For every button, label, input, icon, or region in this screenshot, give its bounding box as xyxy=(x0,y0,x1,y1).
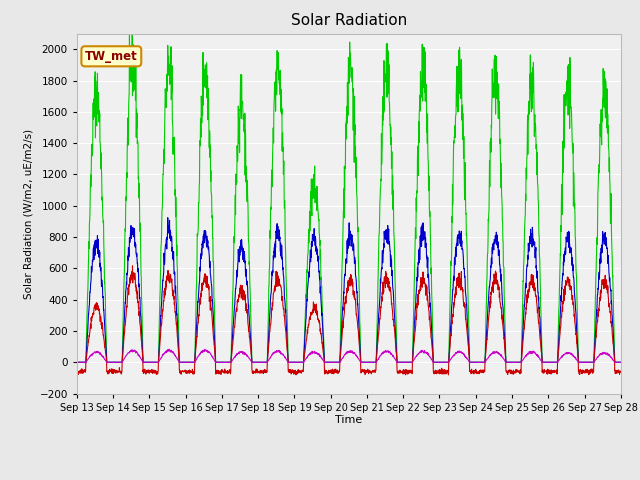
PAR_OUT xyxy=(569,352,577,358)
RNet xyxy=(445,372,452,378)
PAR_OUT xyxy=(164,347,172,352)
PAR_OUT xyxy=(365,360,372,365)
Text: TW_met: TW_met xyxy=(85,50,138,63)
PAR_OUT xyxy=(225,360,232,365)
Y-axis label: Solar Radiation (W/m2, uE/m2/s): Solar Radiation (W/m2, uE/m2/s) xyxy=(24,129,34,299)
RNet xyxy=(225,370,232,375)
RNet xyxy=(508,368,515,373)
Pyranom xyxy=(569,262,577,267)
PAR_IN xyxy=(225,360,232,365)
Title: Solar Radiation: Solar Radiation xyxy=(291,13,407,28)
Line: PAR_OUT: PAR_OUT xyxy=(77,349,621,362)
Pyranom xyxy=(617,360,625,365)
RNet xyxy=(376,311,384,317)
PAR_IN xyxy=(129,29,136,35)
Pyranom xyxy=(164,215,172,220)
Legend: RNet, Pyranom, PAR_IN, PAR_OUT: RNet, Pyranom, PAR_IN, PAR_OUT xyxy=(152,479,545,480)
RNet xyxy=(584,369,592,375)
PAR_OUT xyxy=(617,360,625,365)
RNet xyxy=(73,367,81,372)
Pyranom xyxy=(584,360,592,365)
PAR_OUT xyxy=(73,360,81,365)
PAR_OUT xyxy=(507,360,515,365)
PAR_IN xyxy=(365,360,372,365)
RNet xyxy=(129,263,136,269)
Line: PAR_IN: PAR_IN xyxy=(77,32,621,362)
Pyranom xyxy=(73,360,81,365)
Pyranom xyxy=(376,276,384,282)
X-axis label: Time: Time xyxy=(335,415,362,425)
PAR_IN xyxy=(507,360,515,365)
RNet xyxy=(365,371,372,376)
Line: RNet: RNet xyxy=(77,266,621,375)
RNet xyxy=(570,302,577,308)
Line: Pyranom: Pyranom xyxy=(77,217,621,362)
PAR_OUT xyxy=(584,360,592,365)
PAR_IN xyxy=(584,360,592,365)
PAR_IN xyxy=(569,140,577,146)
PAR_IN xyxy=(376,185,384,191)
Pyranom xyxy=(507,360,515,365)
PAR_IN xyxy=(73,360,81,365)
Pyranom xyxy=(225,360,232,365)
RNet xyxy=(617,369,625,375)
PAR_IN xyxy=(617,360,625,365)
Pyranom xyxy=(365,360,372,365)
PAR_OUT xyxy=(376,352,384,358)
